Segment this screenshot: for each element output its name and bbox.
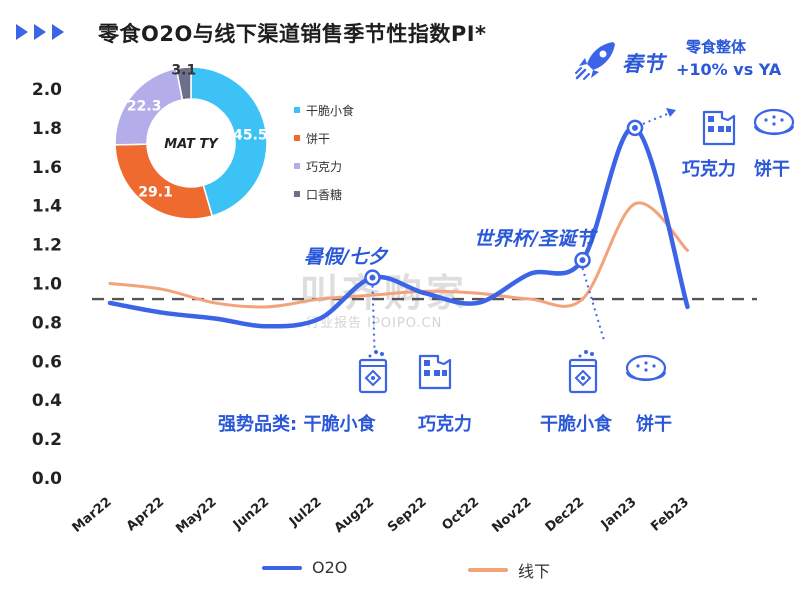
annotation-strong-chocolate: 巧克力 (418, 414, 472, 435)
y-tick-label: 2.0 (32, 80, 62, 100)
y-tick-label: 1.0 (32, 275, 62, 295)
annotation-dec-snack: 干脆小食 (540, 414, 612, 435)
y-tick-label: 0.8 (32, 313, 62, 333)
donut-slice (175, 66, 192, 101)
point-aug22-dot (369, 274, 376, 281)
chocolate-bar-icon (702, 110, 736, 146)
x-tick-label: Jan23 (598, 495, 640, 533)
snack-bag-icon (568, 350, 598, 394)
annotation-dec-biscuit: 饼干 (636, 414, 672, 435)
annotation-summer: 暑假/七夕 (304, 246, 387, 268)
x-tick-label: Nov22 (489, 495, 534, 536)
biscuit-icon (625, 354, 667, 382)
donut-legend-item: 巧克力 (294, 152, 354, 180)
y-tick-label: 1.4 (32, 197, 62, 217)
donut-slice (190, 66, 268, 217)
y-tick-label: 0.2 (32, 430, 62, 450)
series-line-o2o (107, 125, 690, 329)
y-tick-label: 0.6 (32, 352, 62, 372)
x-tick-label: May22 (173, 495, 219, 537)
y-tick-label: 0.4 (32, 391, 62, 411)
chart-title: 零食O2O与线下渠道销售季节性指数PI* (98, 22, 487, 46)
donut-legend-item: 干脆小食 (294, 96, 354, 124)
x-tick-label: Mar22 (70, 495, 115, 536)
legend-item-o2o: O2O (262, 558, 347, 577)
annotation-overall-2: +10% vs YA (676, 60, 782, 79)
donut-slice-label: 45.5 (233, 128, 268, 144)
annotation-strong-label: 强势品类: 干脆小食 (218, 414, 376, 435)
x-tick-label: Jul22 (286, 495, 324, 531)
callout-line (581, 267, 606, 343)
donut-center-label: MAT TY (164, 137, 219, 152)
x-tick-label: Aug22 (332, 495, 377, 537)
y-tick-label: 0.0 (32, 469, 62, 489)
x-tick-label: Oct22 (439, 495, 482, 534)
x-tick-label: Dec22 (543, 495, 587, 536)
donut-slice-label: 22.3 (127, 98, 162, 114)
annotation-worldcup: 世界杯/圣诞节 (474, 228, 595, 250)
donut-legend: 干脆小食 饼干 巧克力 口香糖 (294, 96, 354, 208)
point-jan23-dot (632, 124, 638, 131)
y-tick-label: 1.2 (32, 236, 62, 256)
donut-slice-label: 3.1 (171, 62, 196, 78)
callout-line (642, 111, 673, 125)
x-tick-label: Apr22 (124, 495, 167, 535)
arrowhead (666, 108, 676, 117)
point-dec22-dot (579, 257, 586, 264)
x-tick-label: Sep22 (385, 495, 430, 536)
donut-legend-item: 饼干 (294, 124, 354, 152)
x-tick-label: Feb23 (648, 495, 692, 535)
biscuit-icon (753, 108, 795, 136)
donut-slice-label: 29.1 (138, 184, 173, 200)
title-arrows-icon (14, 22, 74, 42)
donut-slice (114, 143, 214, 220)
snack-bag-icon (358, 350, 388, 394)
y-tick-label: 1.6 (32, 158, 62, 178)
annotation-jan-chocolate: 巧克力 (682, 159, 736, 180)
y-tick-label: 1.8 (32, 119, 62, 139)
annotation-overall-1: 零食整体 (686, 38, 747, 56)
donut-legend-item: 口香糖 (294, 180, 354, 208)
annotation-jan-biscuit: 饼干 (754, 159, 790, 180)
x-tick-label: Jun22 (230, 495, 272, 534)
rocket-icon (575, 42, 615, 80)
chocolate-bar-icon (418, 354, 452, 390)
legend-item-offline: 线下 (468, 558, 550, 582)
annotation-spring: 春节 (622, 52, 664, 76)
